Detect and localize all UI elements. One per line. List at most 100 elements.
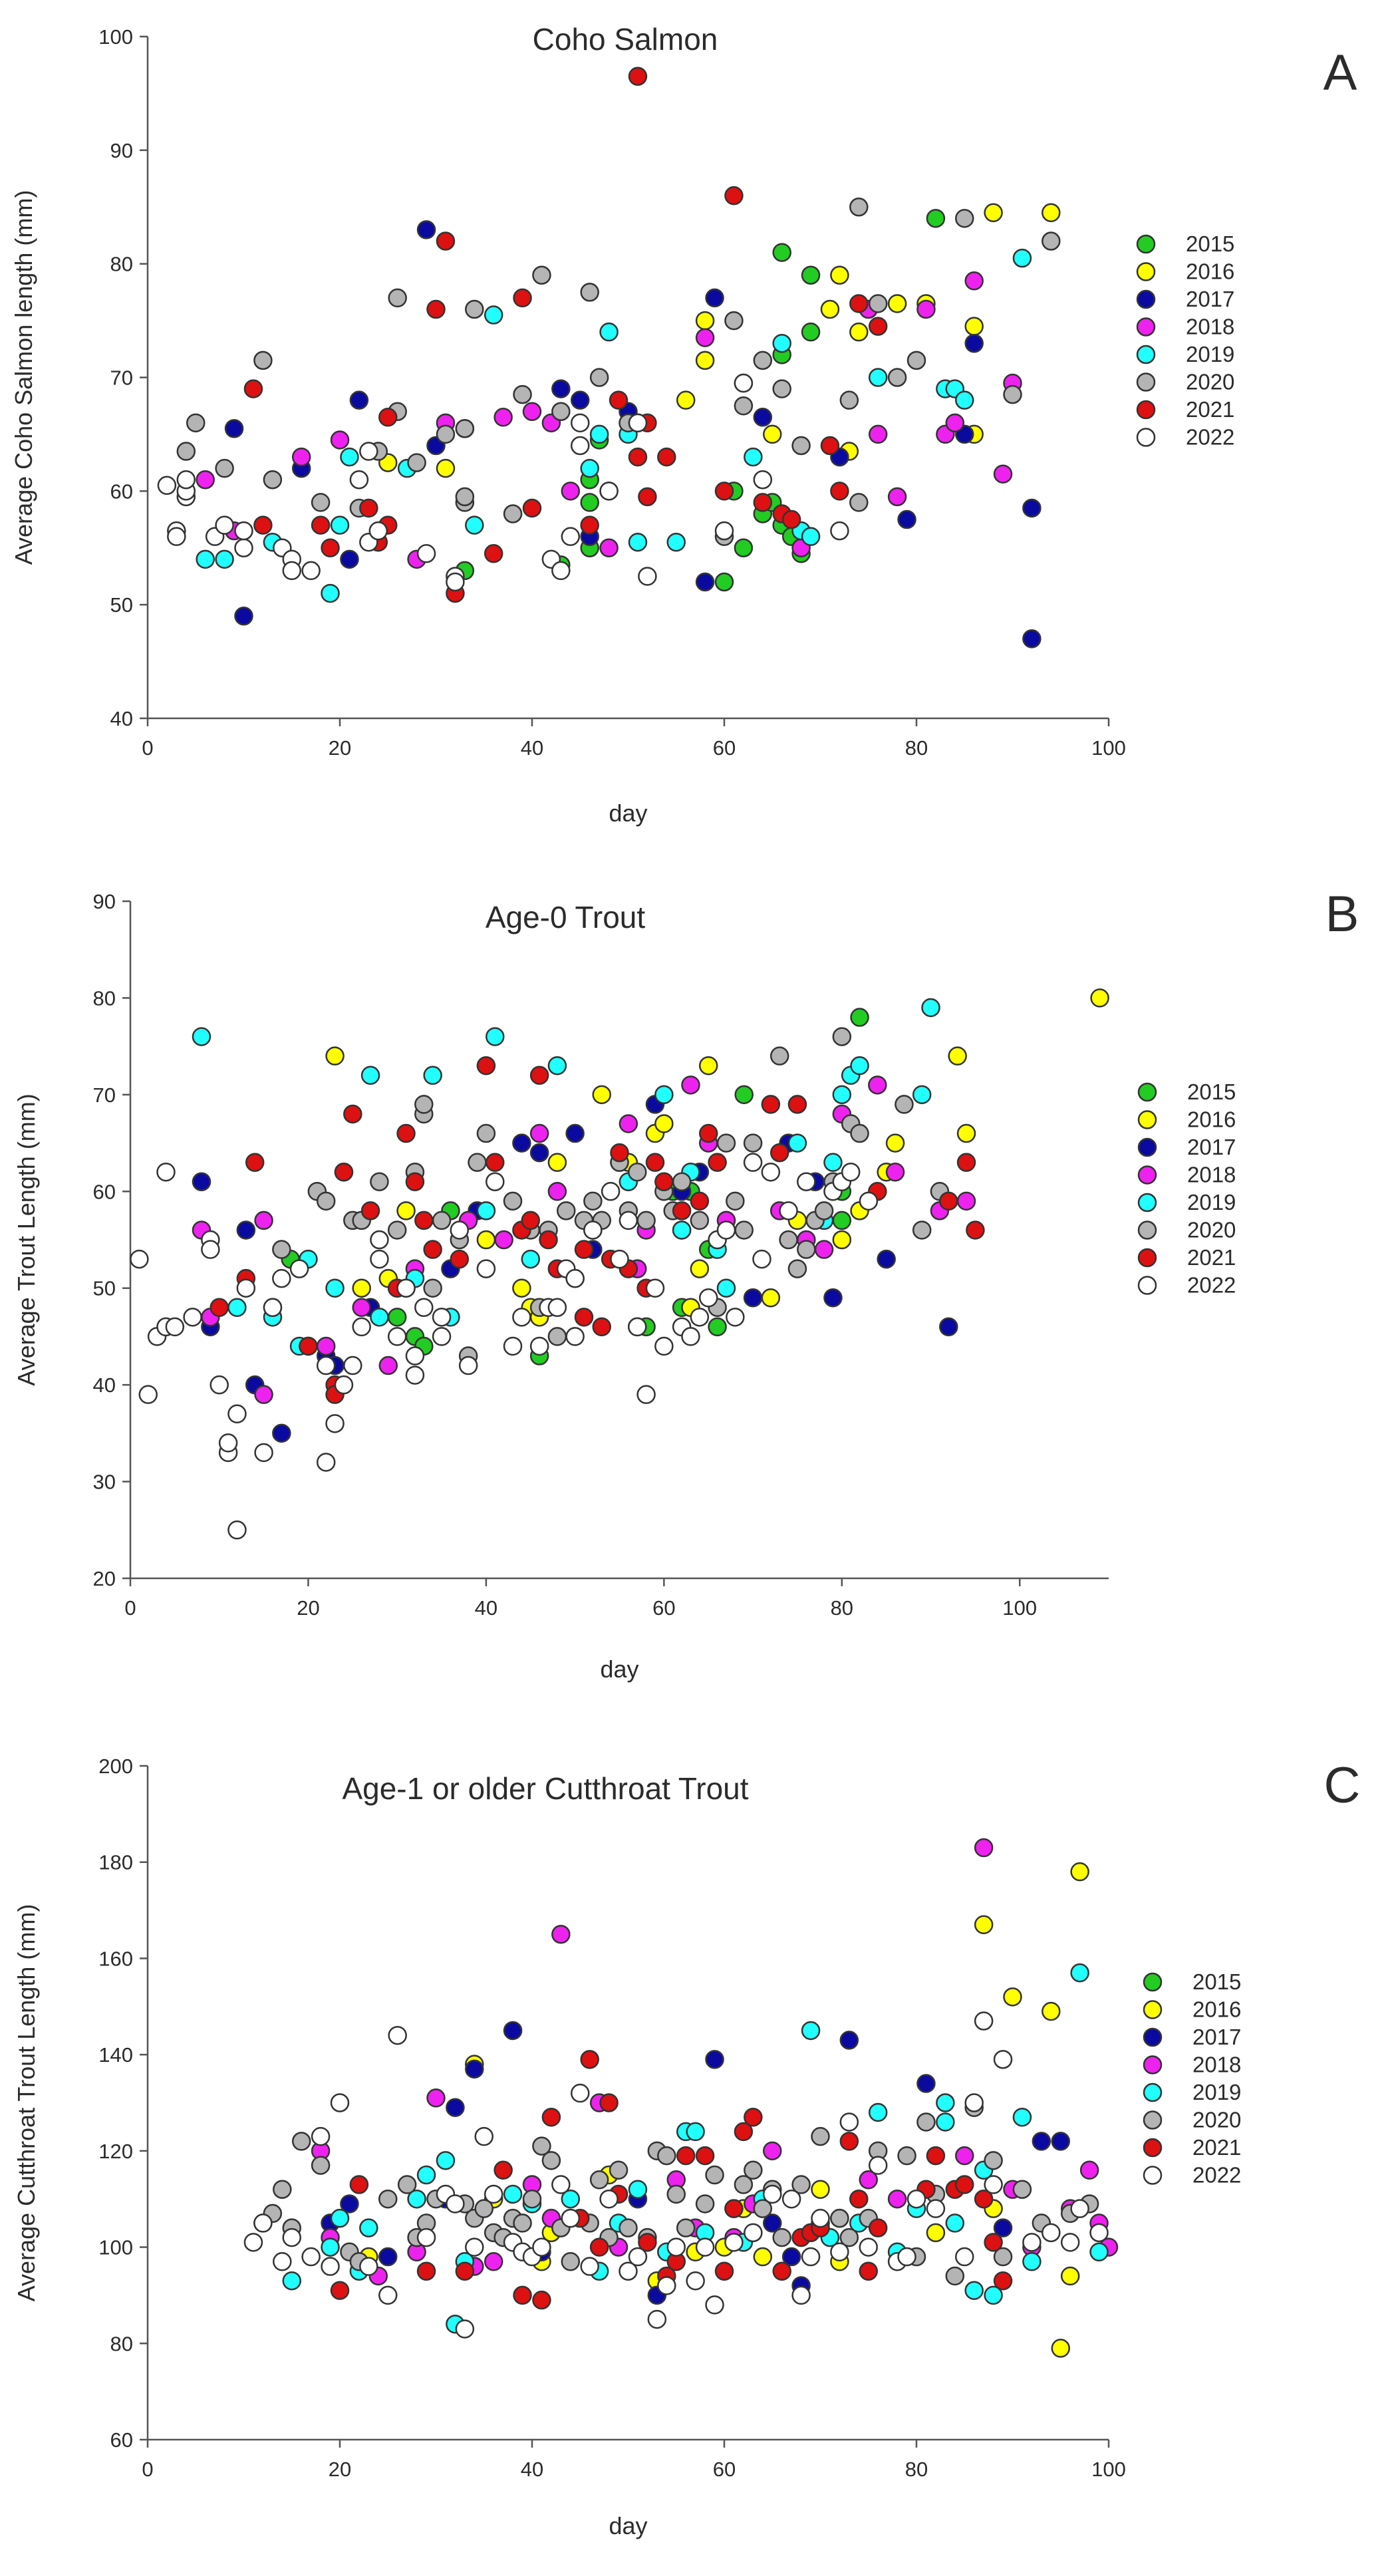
point-2020 bbox=[849, 493, 869, 512]
point-2020 bbox=[436, 424, 456, 444]
point-2021 bbox=[672, 1201, 692, 1220]
point-2018 bbox=[763, 2141, 782, 2161]
x-tick-label: 0 bbox=[142, 736, 153, 760]
point-2020 bbox=[272, 1240, 291, 1259]
point-2020 bbox=[176, 442, 196, 461]
legend-label-2022: 2022 bbox=[1187, 1273, 1236, 1298]
point-2015 bbox=[832, 1211, 852, 1230]
point-2017 bbox=[1022, 629, 1042, 648]
point-2022 bbox=[565, 1327, 585, 1346]
x-tick-label: 40 bbox=[521, 2458, 543, 2481]
point-2020 bbox=[849, 198, 869, 217]
y-tick-label: 80 bbox=[110, 2332, 133, 2355]
point-2022 bbox=[387, 1327, 407, 1346]
point-2021 bbox=[839, 2132, 859, 2151]
legend-marker-2021 bbox=[1136, 400, 1156, 420]
point-2021 bbox=[592, 1317, 612, 1337]
point-2020 bbox=[503, 504, 523, 523]
point-2021 bbox=[493, 2160, 513, 2180]
x-tick-label: 20 bbox=[297, 1596, 319, 1620]
point-2019 bbox=[340, 447, 359, 467]
panel-letter: B bbox=[1325, 886, 1359, 942]
point-2019 bbox=[936, 2112, 955, 2132]
point-2020 bbox=[724, 311, 744, 331]
point-2022 bbox=[282, 561, 301, 581]
point-2019 bbox=[1089, 2242, 1109, 2262]
x-tick-label: 80 bbox=[905, 736, 928, 760]
point-2020 bbox=[619, 2218, 638, 2237]
point-2021 bbox=[956, 1153, 976, 1172]
y-tick-label: 90 bbox=[110, 139, 133, 162]
point-2020 bbox=[455, 419, 475, 438]
y-axis-label: Average Coho Salmon length (mm) bbox=[10, 190, 37, 565]
point-2021 bbox=[676, 2146, 696, 2166]
point-2022 bbox=[811, 2208, 830, 2228]
y-tick-label: 180 bbox=[98, 1851, 133, 1874]
point-2021 bbox=[378, 408, 398, 427]
point-2018 bbox=[291, 447, 311, 467]
series-2022 bbox=[130, 1153, 879, 1540]
legend-marker-2022 bbox=[1143, 2166, 1163, 2185]
point-2021 bbox=[359, 498, 378, 518]
point-2019 bbox=[984, 2285, 1003, 2305]
point-2016 bbox=[984, 203, 1003, 223]
point-2022 bbox=[743, 1153, 763, 1172]
point-2022 bbox=[532, 2237, 551, 2257]
panel-b: 0 20 40 60 80 100 20 30 40 50 60 70 80 90 Age-0 Trout B… bbox=[13, 886, 1359, 1683]
point-2019 bbox=[282, 2271, 301, 2291]
point-2020 bbox=[1003, 384, 1022, 404]
point-2018 bbox=[993, 464, 1013, 484]
point-2022 bbox=[705, 2295, 724, 2315]
x-axis-label: day bbox=[609, 799, 647, 827]
point-2020 bbox=[1012, 2180, 1032, 2199]
y-tick-label: 60 bbox=[110, 480, 133, 503]
y-tick-label: 140 bbox=[98, 2043, 133, 2067]
point-2020 bbox=[609, 2160, 628, 2180]
point-2017 bbox=[993, 2218, 1013, 2237]
y-tick-label: 70 bbox=[93, 1083, 116, 1107]
point-2019 bbox=[823, 1153, 843, 1172]
point-2022 bbox=[1089, 2223, 1109, 2243]
point-2021 bbox=[926, 2146, 946, 2166]
point-2021 bbox=[599, 2093, 619, 2112]
point-2021 bbox=[529, 1066, 549, 1085]
point-2022 bbox=[636, 1385, 656, 1404]
point-2022 bbox=[405, 1346, 425, 1365]
point-2021 bbox=[486, 1153, 505, 1172]
point-2022 bbox=[330, 2093, 350, 2112]
point-2017 bbox=[877, 1249, 896, 1269]
point-2022 bbox=[984, 2175, 1003, 2194]
legend-marker-2019 bbox=[1137, 1193, 1157, 1213]
point-2020 bbox=[734, 396, 754, 416]
point-2022 bbox=[416, 2227, 436, 2247]
point-2021 bbox=[734, 2122, 754, 2142]
point-2016 bbox=[690, 1259, 710, 1278]
point-2021 bbox=[753, 493, 773, 512]
legend-label-2015: 2015 bbox=[1187, 1079, 1236, 1104]
point-2019 bbox=[407, 2189, 426, 2209]
point-2020 bbox=[513, 384, 532, 404]
legend-marker-2018 bbox=[1136, 317, 1156, 337]
point-2020 bbox=[532, 265, 551, 285]
point-2022 bbox=[551, 2175, 571, 2194]
point-2018 bbox=[916, 299, 936, 319]
point-2019 bbox=[370, 1308, 389, 1327]
point-2017 bbox=[1051, 2132, 1070, 2151]
point-2018 bbox=[945, 413, 965, 433]
point-2022 bbox=[926, 2199, 946, 2218]
point-2022 bbox=[571, 413, 590, 433]
point-2022 bbox=[695, 2237, 715, 2257]
y-tick-label: 50 bbox=[110, 593, 133, 617]
point-2018 bbox=[551, 1925, 571, 1944]
series-2021 bbox=[330, 2050, 1013, 2310]
point-2021 bbox=[769, 1143, 789, 1163]
point-2022 bbox=[654, 1336, 674, 1356]
point-2020 bbox=[388, 288, 407, 308]
point-2020 bbox=[291, 2132, 311, 2151]
point-2022 bbox=[227, 1404, 247, 1424]
point-2020 bbox=[311, 493, 331, 512]
point-2018 bbox=[1079, 2160, 1099, 2180]
point-2019 bbox=[964, 2281, 984, 2300]
legend-marker-2020 bbox=[1143, 2110, 1163, 2130]
